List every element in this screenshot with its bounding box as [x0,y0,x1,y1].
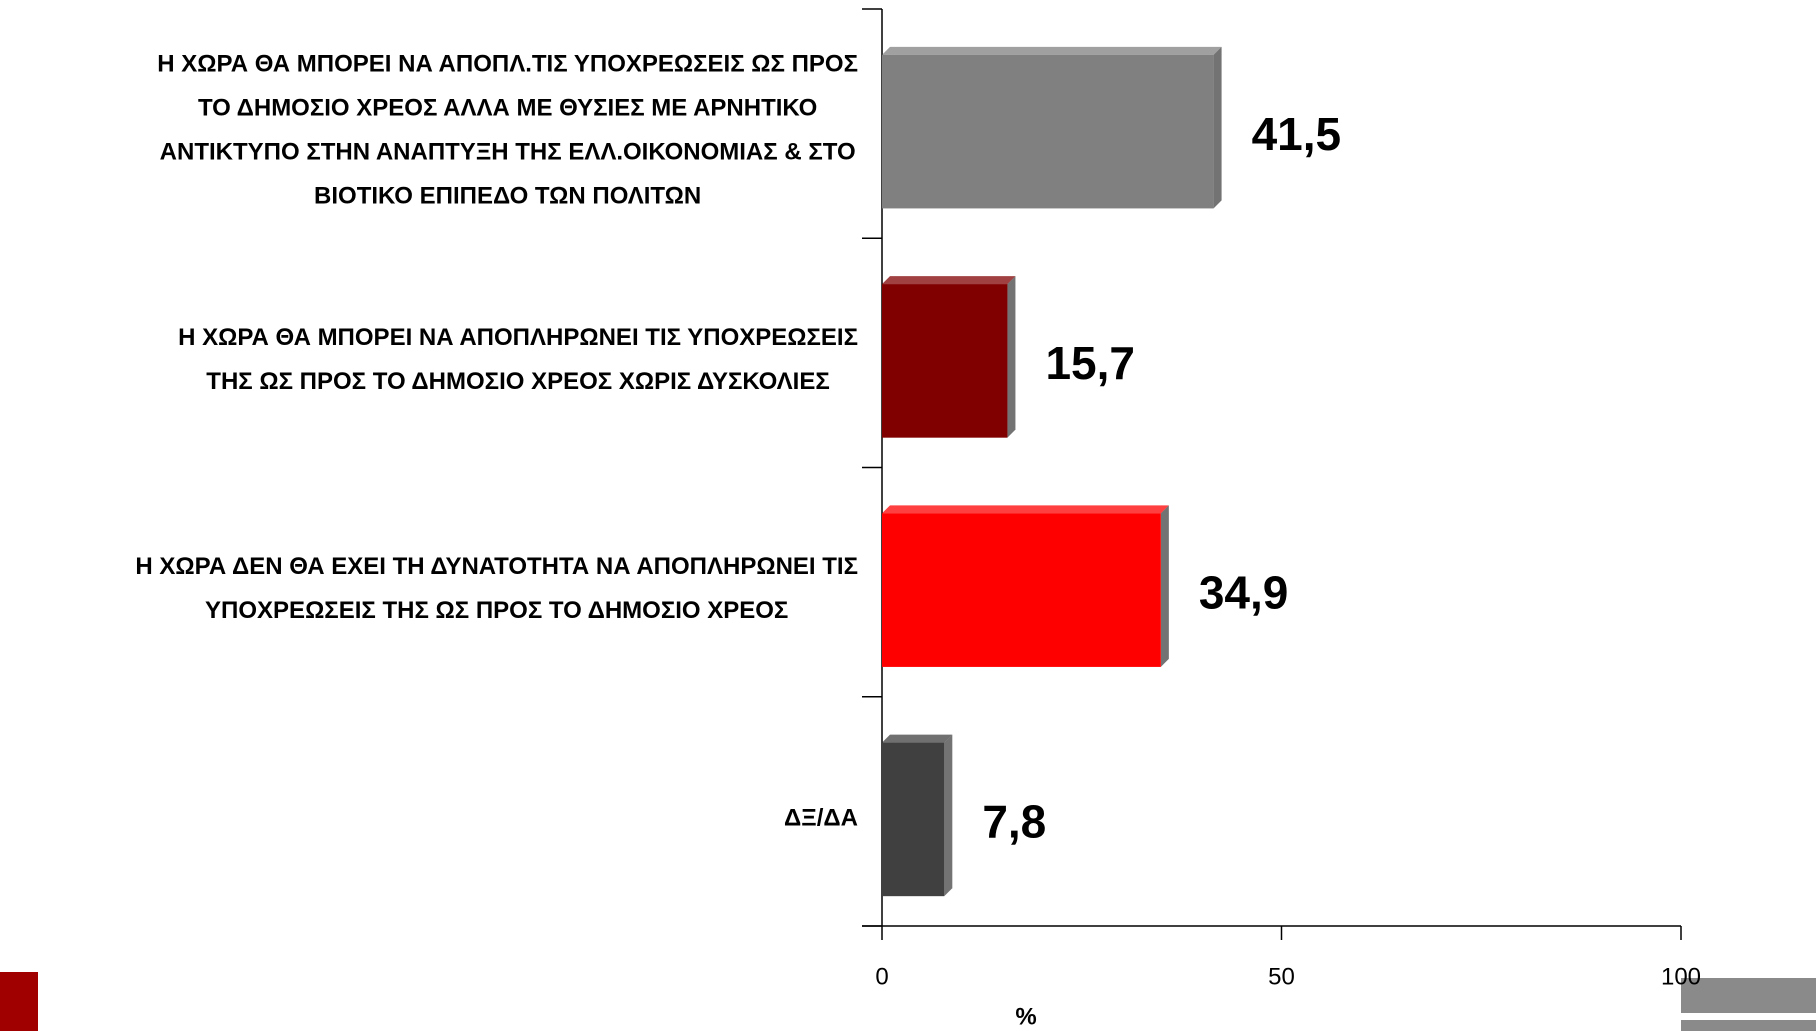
bar [882,54,1214,209]
bar [882,284,1008,438]
bar-side [944,734,953,897]
category-label: Η ΧΩΡΑ ΘΑ ΜΠΟΡΕΙ ΝΑ ΑΠΟΠΛΗΡΩΝΕΙ ΤΙΣ ΥΠΟΧ… [178,324,858,395]
logo [0,972,38,1031]
bar-top [882,505,1169,514]
data-label: 7,8 [982,796,1046,848]
data-label: 41,5 [1252,108,1342,160]
bar-top [882,276,1016,285]
bar-side [1160,505,1169,667]
data-label: 34,9 [1199,566,1289,618]
bar-side [1213,46,1222,209]
bar [882,742,945,897]
x-tick-label: 100 [1661,963,1701,990]
x-axis-label: % [1015,1003,1036,1030]
category-label: ΔΞ/ΔΑ [784,805,858,832]
bar-side [1007,276,1016,438]
bar [882,513,1161,667]
bar-top [882,734,953,743]
x-tick-label: 0 [875,963,888,990]
category-label: Η ΧΩΡΑ ΔΕΝ ΘΑ ΕΧΕΙ ΤΗ ΔΥΝΑΤΟΤΗΤΑ ΝΑ ΑΠΟΠ… [135,553,858,624]
logo-bar [1681,1020,1816,1031]
x-tick-label: 50 [1268,963,1295,990]
category-label: Η ΧΩΡΑ ΘΑ ΜΠΟΡΕΙ ΝΑ ΑΠΟΠΛ.ΤΙΣ ΥΠΟΧΡΕΩΣΕΙ… [157,51,858,210]
bar-top [882,46,1222,55]
data-label: 15,7 [1045,337,1135,389]
logo-bar [1681,978,1816,1013]
